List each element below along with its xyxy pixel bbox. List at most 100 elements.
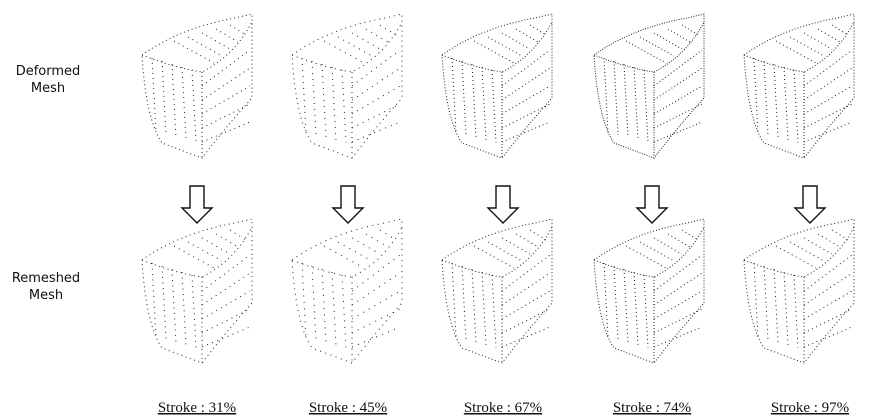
mesh-grid (474, 41, 514, 63)
mesh-grid (324, 246, 364, 268)
mesh-grid (776, 246, 816, 268)
mesh-grid (472, 269, 476, 343)
down-arrow (795, 186, 825, 223)
mesh-grid (774, 269, 778, 343)
stroke-label: Stroke : 31% (158, 400, 236, 416)
mesh-grid (174, 246, 214, 268)
mesh-grid (474, 246, 514, 268)
mesh-grid (202, 273, 250, 305)
mesh-grid (530, 230, 546, 240)
mesh-image (442, 14, 552, 158)
mesh-grid (492, 275, 496, 348)
mesh-grid (172, 64, 176, 138)
mesh-grid (502, 86, 550, 114)
mesh-outline (744, 219, 854, 363)
stroke-label: Stroke : 74% (613, 400, 691, 416)
mesh-grid (502, 104, 550, 128)
mesh-grid (502, 238, 530, 254)
mesh-outline (442, 14, 552, 158)
mesh-grid (216, 29, 238, 42)
mesh-grid (654, 104, 702, 128)
mesh-outline (142, 219, 252, 363)
mesh-grid (794, 275, 798, 348)
mesh-grid (804, 104, 852, 128)
mesh-edge (142, 227, 252, 363)
mesh-grid (482, 67, 486, 140)
mesh-grid (668, 234, 690, 247)
mesh-grid (172, 269, 176, 343)
mesh-grid (626, 41, 666, 63)
mesh-grid (202, 104, 250, 128)
mesh-grid (654, 327, 702, 347)
mesh-grid (366, 29, 388, 42)
mesh-grid (230, 230, 246, 240)
mesh-grid (804, 309, 852, 333)
mesh-image (292, 14, 402, 158)
mesh-grid (352, 33, 380, 49)
mesh-outline (744, 14, 854, 158)
mesh-grid (192, 70, 196, 143)
stroke-label: Stroke : 45% (309, 400, 387, 416)
mesh-grid (654, 273, 702, 305)
mesh-grid (790, 242, 824, 261)
mesh-grid (804, 327, 852, 347)
mesh-edge (594, 22, 704, 158)
mesh-grid (624, 269, 628, 343)
mesh-grid (202, 122, 250, 142)
row-label: Mesh (31, 81, 65, 96)
mesh-grid (818, 29, 840, 42)
mesh-grid (604, 263, 608, 338)
mesh-grid (654, 291, 702, 319)
mesh-grid (488, 242, 522, 261)
mesh-grid (776, 41, 816, 63)
mesh-image (594, 219, 704, 363)
mesh-grid (682, 230, 698, 240)
mesh-grid (774, 64, 778, 138)
mesh-grid (352, 291, 400, 319)
mesh-grid (302, 58, 306, 133)
mesh-grid (182, 272, 186, 345)
mesh-grid (202, 86, 250, 114)
mesh-grid (312, 266, 316, 340)
mesh-grid (654, 86, 702, 114)
mesh-edge (594, 227, 704, 363)
mesh-image (744, 14, 854, 158)
down-arrow (488, 186, 518, 223)
mesh-grid (804, 273, 852, 305)
stroke-label: Stroke : 67% (464, 400, 542, 416)
mesh-outline (292, 219, 402, 363)
mesh-grid (462, 266, 466, 340)
mesh-grid (162, 61, 166, 135)
mesh-edge (442, 22, 552, 158)
mesh-grid (182, 67, 186, 140)
row-label: Remeshed (12, 271, 80, 286)
mesh-grid (352, 309, 400, 333)
mesh-grid (202, 238, 230, 254)
mesh-image (142, 219, 252, 363)
mesh-outline (442, 219, 552, 363)
mesh-grid (804, 238, 832, 254)
mesh-grid (338, 242, 372, 261)
mesh-edge (744, 22, 854, 158)
mesh-grid (502, 273, 550, 305)
mesh-grid (764, 61, 768, 135)
mesh-grid (174, 41, 214, 63)
mesh-grid (352, 255, 400, 291)
figure: DeformedMeshRemeshedMeshStroke : 31%Stro… (0, 0, 878, 418)
mesh-grid (380, 25, 396, 35)
mesh-grid (462, 61, 466, 135)
mesh-grid (324, 41, 364, 63)
down-arrow (637, 186, 667, 223)
mesh-outline (292, 14, 402, 158)
mesh-grid (682, 25, 698, 35)
mesh-image (442, 219, 552, 363)
mesh-grid (352, 327, 400, 347)
mesh-grid (624, 64, 628, 138)
mesh-grid (668, 29, 690, 42)
mesh-grid (804, 86, 852, 114)
mesh-grid (322, 64, 326, 138)
mesh-grid (614, 61, 618, 135)
mesh-grid (202, 68, 250, 100)
mesh-grid (654, 255, 702, 291)
mesh-grid (530, 25, 546, 35)
